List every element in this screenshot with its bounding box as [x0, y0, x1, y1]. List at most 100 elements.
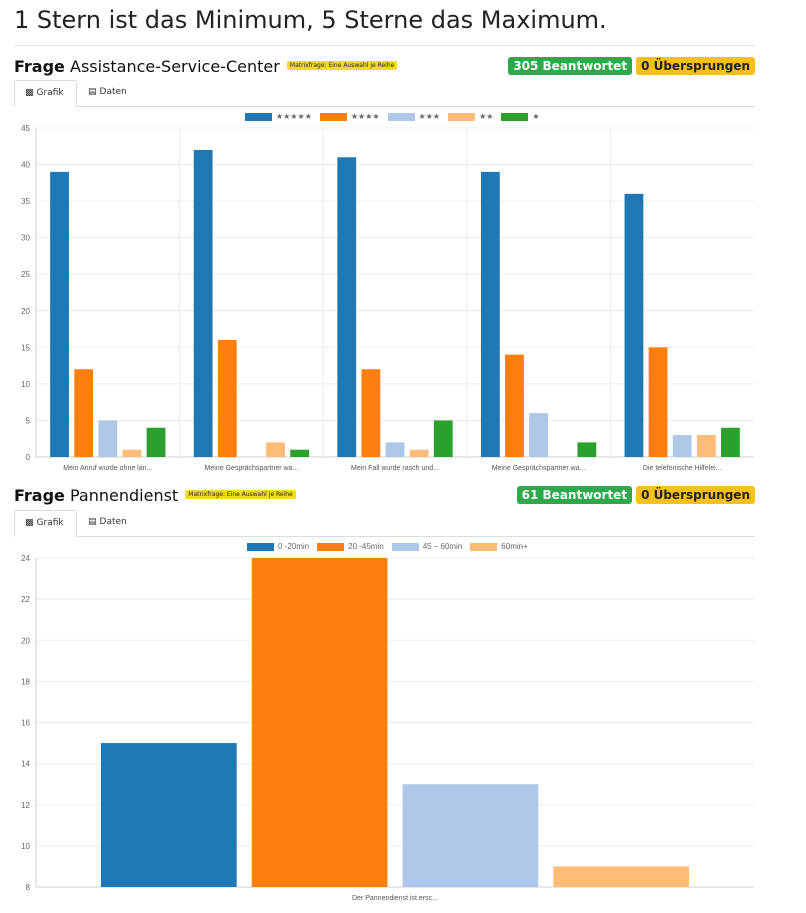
legend-swatch	[387, 112, 415, 121]
bar	[337, 157, 357, 457]
legend-swatch	[470, 542, 498, 551]
question-header: Frage Pannendienst Matrixfrage: Eine Aus…	[14, 486, 755, 512]
bar-chart-icon: ▩	[25, 518, 34, 528]
legend-label: ★★	[479, 112, 494, 121]
question-name: Assistance-Service-Center	[70, 57, 280, 76]
legend-item[interactable]: 20 -45min	[317, 542, 384, 551]
bar	[529, 413, 549, 457]
y-tick-label: 40	[21, 161, 30, 170]
legend-label: ★	[532, 112, 540, 121]
tab-grafik[interactable]: ▩ Grafik	[14, 80, 77, 107]
chart-tabs: ▩ Grafik ▤ Daten	[14, 80, 755, 107]
question-stats: 305 Beantwortet 0 Übersprungen	[508, 57, 755, 75]
legend-swatch	[317, 542, 345, 551]
y-tick-label: 16	[21, 719, 30, 728]
bar	[553, 866, 690, 887]
bar-chart-assistance: 0 5 10 15 20 25 30 35 40 45 Mein Anruf wurde ohne …	[21, 124, 754, 472]
skipped-badge: 0 Übersprungen	[636, 486, 755, 504]
tab-label: Grafik	[36, 518, 64, 528]
y-tick-label: 14	[21, 760, 30, 769]
question-header: Frage Assistance-Service-Center Matrixfr…	[14, 57, 755, 83]
skipped-badge: 0 Übersprungen	[636, 57, 755, 75]
bar	[409, 449, 429, 457]
y-tick-label: 12	[21, 801, 30, 810]
y-tick-label: 45	[21, 124, 30, 133]
bar	[505, 354, 524, 457]
legend-item[interactable]: ★★★★	[319, 112, 380, 121]
legend-label: 45 – 60min	[422, 542, 463, 551]
question-stats: 61 Beantwortet 0 Übersprungen	[516, 486, 755, 504]
y-tick-label: 8	[26, 883, 31, 892]
bar	[266, 442, 285, 457]
bar	[385, 442, 405, 457]
bar	[402, 784, 539, 887]
matrix-note-badge: Matrixfrage: Eine Auswahl je Reihe	[185, 490, 296, 499]
y-tick-label: 20	[21, 307, 30, 316]
x-tick-label: Die telefonische Hilfelei...	[643, 465, 722, 472]
legend-item[interactable]: 0 -20min	[247, 542, 309, 551]
tab-grafik[interactable]: ▩ Grafik	[14, 510, 77, 537]
bar-chart-pannendienst: 8 10 12 14 16 18 20 22 24 Der Pannendienst ist er…	[21, 554, 754, 902]
bar	[74, 369, 94, 457]
answered-badge: 61 Beantwortet	[516, 486, 633, 504]
y-tick-label: 35	[21, 197, 30, 206]
y-tick-label: 20	[21, 636, 30, 645]
table-icon: ▤	[88, 87, 97, 97]
bar	[98, 420, 118, 457]
tab-label: Daten	[99, 517, 127, 527]
bar	[146, 427, 166, 457]
bar	[193, 149, 213, 457]
legend-label: 60min+	[501, 542, 528, 551]
bar	[217, 340, 237, 457]
bar-chart-icon: ▩	[25, 88, 34, 98]
legend-item[interactable]: ★★	[448, 112, 493, 121]
legend-item[interactable]: 45 – 60min	[391, 542, 463, 551]
bar	[361, 369, 381, 457]
legend-label: ★★★★	[350, 112, 380, 121]
x-tick-label: Meine Gesprächspartner wa...	[205, 465, 299, 472]
x-tick-label: Mein Fall wurde rasch und...	[351, 465, 439, 472]
matrix-note-badge: Matrixfrage: Eine Auswahl je Reihe	[286, 61, 398, 70]
x-tick-label: Der Pannendienst ist ersc...	[352, 895, 438, 902]
legend-item[interactable]: ★★★	[387, 112, 441, 121]
bar	[433, 420, 453, 457]
bar	[577, 442, 597, 457]
bar	[100, 743, 237, 887]
bar	[50, 171, 69, 457]
legend-label: 0 -20min	[278, 542, 310, 551]
bar	[672, 435, 692, 457]
tab-label: Grafik	[36, 88, 64, 98]
y-tick-label: 25	[21, 270, 30, 279]
y-tick-label: 18	[21, 677, 30, 686]
legend-label: ★★★	[418, 112, 441, 121]
bar	[648, 347, 668, 457]
tab-label: Daten	[99, 87, 127, 97]
bar	[624, 193, 644, 458]
x-tick-label: Meine Gesprächspartner wa...	[492, 465, 586, 472]
table-icon: ▤	[88, 517, 97, 527]
bar	[122, 449, 142, 457]
bar	[696, 435, 716, 457]
bar	[721, 427, 740, 457]
answered-badge: 305 Beantwortet	[508, 57, 633, 75]
y-tick-label: 15	[21, 343, 30, 352]
bar	[251, 558, 388, 887]
legend-item[interactable]: 60min+	[470, 542, 528, 551]
tab-daten[interactable]: ▤ Daten	[78, 80, 137, 106]
x-tick-label: Mein Anruf wurde ohne lan...	[63, 465, 152, 472]
legend-item[interactable]: ★	[501, 112, 540, 121]
chart-tabs: ▩ Grafik ▤ Daten	[14, 510, 755, 537]
divider	[14, 45, 755, 46]
legend-swatch	[448, 112, 476, 121]
y-tick-label: 5	[26, 416, 31, 425]
question-title: Frage Pannendienst Matrixfrage: Eine Aus…	[14, 486, 296, 505]
question-label: Frage	[14, 486, 65, 505]
legend-swatch	[319, 112, 347, 121]
question-name: Pannendienst	[70, 486, 179, 505]
y-tick-label: 0	[26, 453, 31, 462]
chart-legend: 0 -20min 20 -45min 45 – 60min 60min+	[247, 542, 536, 551]
tab-daten[interactable]: ▤ Daten	[78, 510, 137, 536]
legend-item[interactable]: ★★★★★	[245, 112, 312, 121]
question-label: Frage	[14, 57, 65, 76]
y-tick-label: 24	[21, 554, 30, 563]
